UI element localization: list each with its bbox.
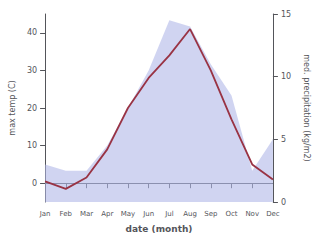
svg-text:5: 5 — [281, 135, 286, 144]
svg-text:May: May — [121, 210, 135, 218]
svg-text:Nov: Nov — [245, 210, 259, 218]
svg-text:30: 30 — [27, 66, 37, 75]
svg-text:Aug: Aug — [183, 210, 197, 218]
svg-text:Mar: Mar — [80, 210, 93, 218]
svg-text:40: 40 — [27, 28, 37, 37]
svg-text:0: 0 — [281, 198, 286, 207]
svg-text:20: 20 — [27, 104, 37, 113]
svg-text:med. precipitation (kg/m2): med. precipitation (kg/m2) — [302, 54, 311, 161]
svg-text:0: 0 — [32, 179, 37, 188]
svg-text:Apr: Apr — [101, 210, 113, 218]
svg-text:Feb: Feb — [60, 210, 73, 218]
svg-text:Dec: Dec — [266, 210, 280, 218]
svg-text:15: 15 — [281, 10, 291, 19]
svg-text:10: 10 — [27, 141, 37, 150]
svg-text:date (month): date (month) — [126, 224, 193, 234]
svg-text:Jun: Jun — [142, 210, 154, 218]
svg-text:Jan: Jan — [39, 210, 51, 218]
svg-text:10: 10 — [281, 72, 291, 81]
svg-text:Sep: Sep — [204, 210, 218, 218]
svg-text:max temp (C): max temp (C) — [8, 80, 17, 135]
svg-text:Oct: Oct — [225, 210, 237, 218]
svg-text:Jul: Jul — [164, 210, 174, 218]
